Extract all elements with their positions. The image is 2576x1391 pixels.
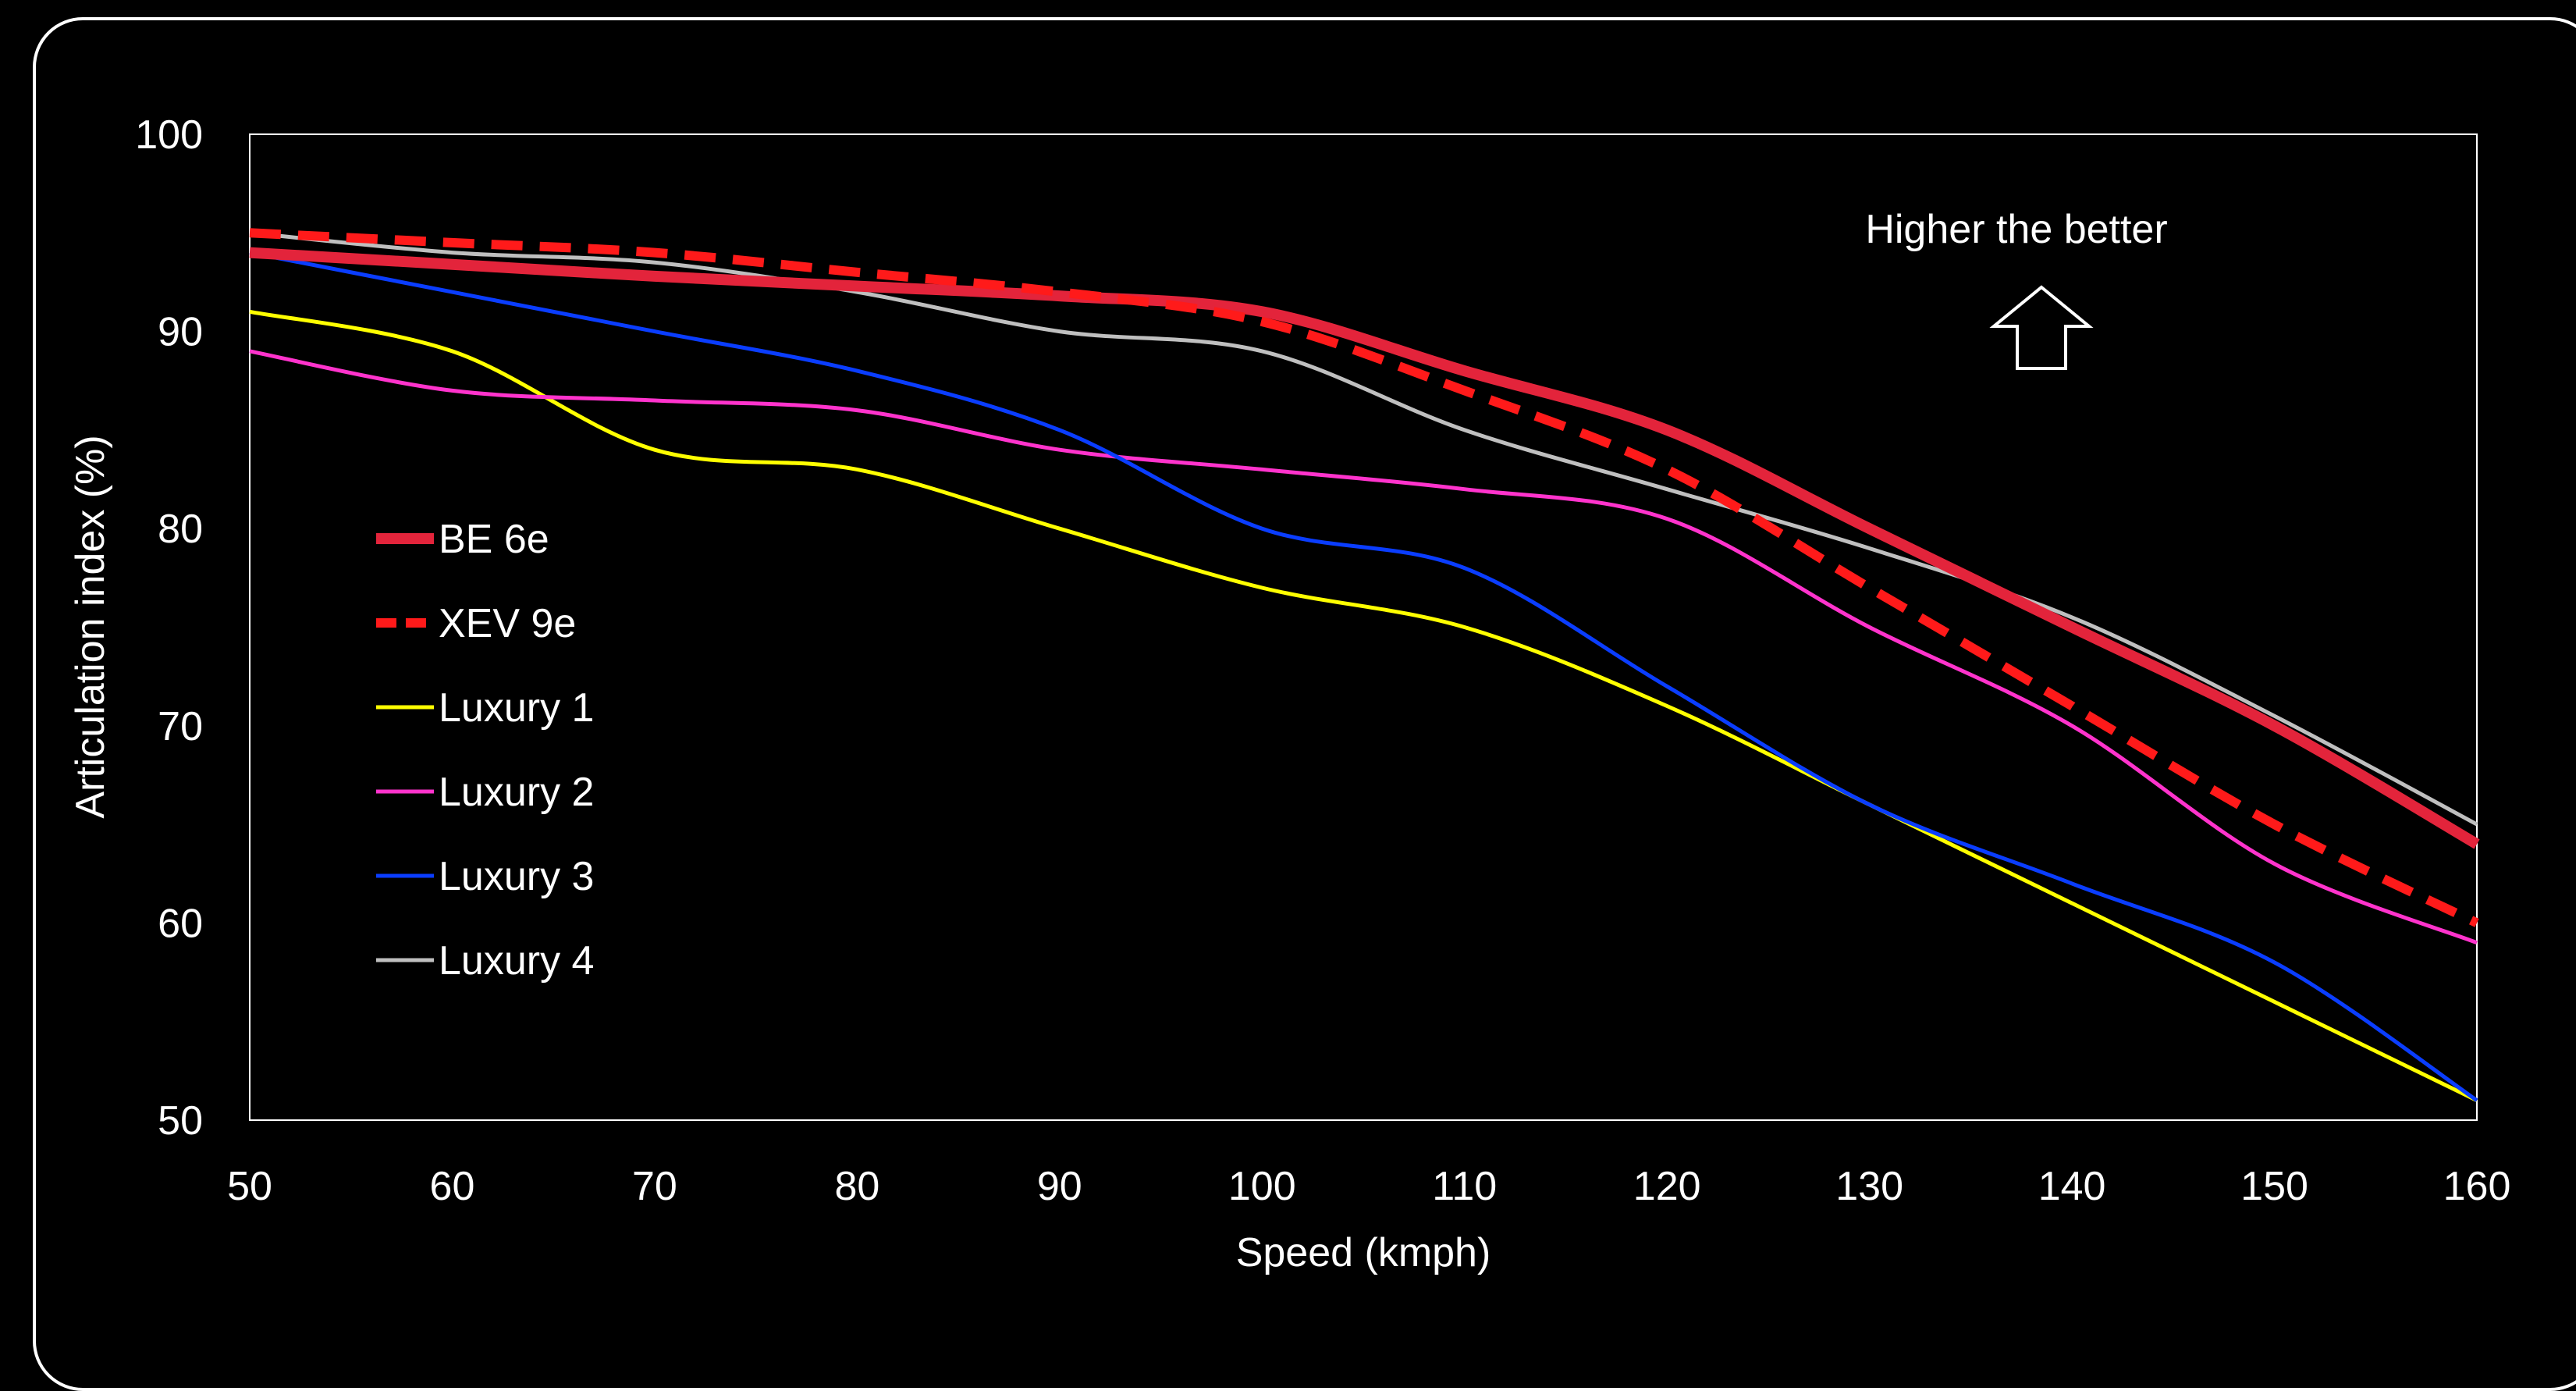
series-layer bbox=[249, 228, 2480, 1102]
x-tick-label: 160 bbox=[2443, 1164, 2511, 1209]
legend-label: Luxury 4 bbox=[439, 938, 594, 984]
legend-item: BE 6e bbox=[376, 517, 549, 562]
y-tick-label: 100 bbox=[135, 112, 203, 158]
series-line-luxury-4 bbox=[249, 230, 2478, 827]
y-tick-label: 60 bbox=[158, 901, 203, 946]
y-tick-label: 70 bbox=[158, 704, 203, 749]
x-tick-label: 80 bbox=[834, 1164, 879, 1209]
legend-item: Luxury 3 bbox=[376, 854, 594, 899]
x-tick-label: 50 bbox=[227, 1164, 272, 1209]
x-tick-label: 120 bbox=[1633, 1164, 1701, 1209]
legend-item: XEV 9e bbox=[376, 601, 576, 646]
series-line-be-6e bbox=[249, 247, 2480, 849]
y-tick-label: 80 bbox=[158, 507, 203, 552]
series-line-luxury-3 bbox=[249, 251, 2478, 1102]
legend-label: XEV 9e bbox=[439, 601, 576, 646]
annotation-text: Higher the better bbox=[1865, 207, 2167, 252]
legend-item: Luxury 1 bbox=[376, 685, 594, 731]
legend-item: Luxury 2 bbox=[376, 770, 594, 815]
x-axis-label: Speed (kmph) bbox=[1236, 1230, 1491, 1275]
y-tick-label: 90 bbox=[158, 310, 203, 355]
x-tick-label: 130 bbox=[1835, 1164, 1903, 1209]
x-tick-label: 150 bbox=[2240, 1164, 2308, 1209]
x-tick-label: 60 bbox=[430, 1164, 475, 1209]
y-axis-label: Articulation index (%) bbox=[68, 435, 113, 818]
annotation: Higher the better bbox=[1865, 207, 2168, 370]
y-tick-label: 50 bbox=[158, 1098, 203, 1144]
x-tick-label: 140 bbox=[2038, 1164, 2106, 1209]
y-axis-ticks: 50 60 70 80 90 100 bbox=[135, 112, 203, 1144]
plot-area bbox=[249, 133, 2478, 1121]
legend-label: Luxury 2 bbox=[439, 770, 594, 815]
up-arrow-icon bbox=[1989, 285, 2094, 370]
x-tick-label: 70 bbox=[632, 1164, 677, 1209]
series-line-luxury-2 bbox=[249, 349, 2478, 945]
x-tick-label: 100 bbox=[1228, 1164, 1296, 1209]
legend-label: Luxury 1 bbox=[439, 685, 594, 731]
series-line-luxury-1 bbox=[249, 309, 2478, 1102]
legend-label: Luxury 3 bbox=[439, 854, 594, 899]
x-axis-ticks: 50 60 70 80 90 100 110 120 130 140 150 160 bbox=[227, 1164, 2510, 1209]
x-tick-label: 110 bbox=[1432, 1164, 1497, 1209]
legend-label: BE 6e bbox=[439, 517, 549, 562]
plot-border bbox=[249, 133, 2478, 1121]
series-line-xev-9e bbox=[249, 228, 2479, 927]
x-tick-label: 90 bbox=[1037, 1164, 1082, 1209]
legend: BE 6e XEV 9e Luxury 1 Luxury 2 Luxury 3 Luxur… bbox=[376, 517, 594, 984]
legend-item: Luxury 4 bbox=[376, 938, 594, 984]
line-chart: 50 60 70 80 90 100 110 120 130 140 150 160 50 60 70 80… bbox=[68, 112, 2510, 1275]
